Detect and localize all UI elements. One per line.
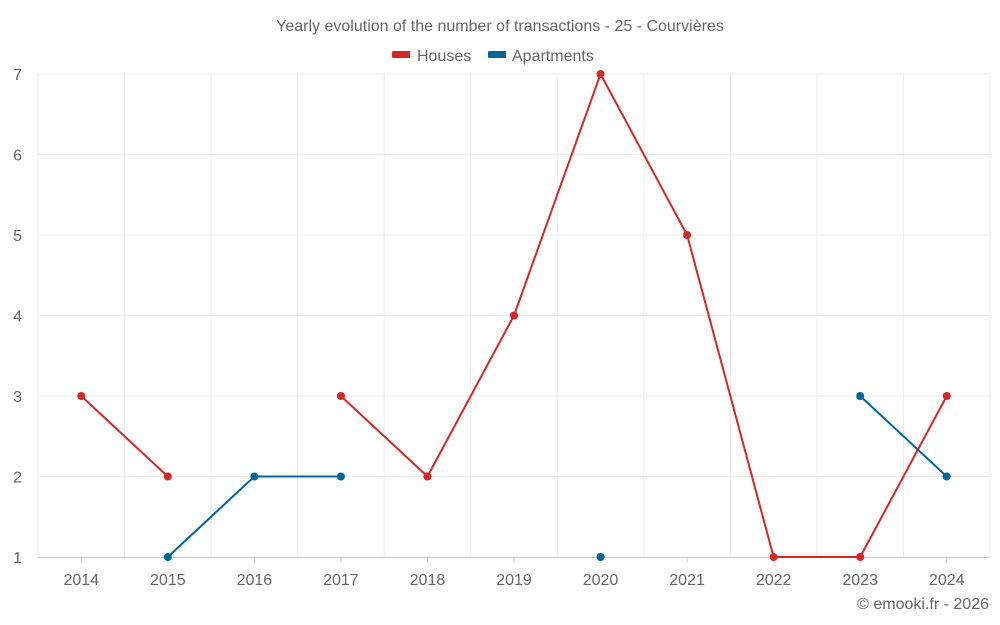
y-tick-label-4: 4 bbox=[13, 309, 22, 326]
data-point-houses-2023[interactable] bbox=[856, 553, 865, 561]
data-point-houses-2024[interactable] bbox=[942, 392, 951, 400]
x-tick-label-2020: 2020 bbox=[583, 572, 619, 589]
y-axis: 1 2 3 4 5 6 7 bbox=[13, 67, 22, 567]
series bbox=[77, 70, 951, 561]
x-tick-label-2021: 2021 bbox=[669, 572, 705, 589]
y-tick-label-7: 7 bbox=[13, 67, 22, 84]
data-point-apartments-2015[interactable] bbox=[163, 553, 172, 561]
series-apartments bbox=[163, 392, 951, 561]
series-line-apartments bbox=[166, 475, 342, 558]
data-point-houses-2015[interactable] bbox=[163, 472, 172, 481]
y-tick-label-3: 3 bbox=[13, 389, 22, 406]
data-point-houses-2019[interactable] bbox=[510, 311, 518, 320]
data-point-apartments-2016[interactable] bbox=[250, 472, 259, 481]
series-line-houses bbox=[339, 73, 948, 558]
y-tick-label-6: 6 bbox=[13, 148, 22, 165]
x-axis: 2014 2015 2016 2017 2018 2019 2020 2021 2022 2023… bbox=[38, 557, 990, 589]
series-line-houses bbox=[80, 395, 169, 478]
x-tick-label-2023: 2023 bbox=[842, 572, 878, 589]
grid bbox=[37, 73, 991, 558]
chart-title: Yearly evolution of the number of transa… bbox=[276, 18, 724, 35]
data-point-apartments-2020[interactable] bbox=[596, 553, 605, 561]
legend: Houses Apartments bbox=[392, 48, 594, 65]
x-tick-label-2018: 2018 bbox=[410, 572, 446, 589]
data-point-houses-2021[interactable] bbox=[683, 231, 692, 239]
series-line-apartments bbox=[859, 395, 948, 478]
data-point-houses-2017[interactable] bbox=[336, 392, 345, 400]
credit-text: © emooki.fr - 2026 bbox=[857, 596, 989, 613]
data-point-houses-2018[interactable] bbox=[423, 472, 432, 481]
data-point-houses-2022[interactable] bbox=[769, 553, 778, 561]
data-point-houses-2020[interactable] bbox=[596, 70, 605, 78]
x-tick-label-2016: 2016 bbox=[237, 572, 273, 589]
y-tick-label-2: 2 bbox=[13, 470, 22, 487]
x-tick-label-2014: 2014 bbox=[63, 572, 99, 589]
legend-label-apartments[interactable]: Apartments bbox=[512, 48, 594, 65]
x-tick-label-2024: 2024 bbox=[929, 572, 965, 589]
x-tick-label-2019: 2019 bbox=[496, 572, 532, 589]
y-tick-label-5: 5 bbox=[13, 228, 22, 245]
data-point-apartments-2024[interactable] bbox=[942, 472, 951, 481]
x-tick-label-2015: 2015 bbox=[150, 572, 186, 589]
data-point-apartments-2017[interactable] bbox=[336, 472, 345, 481]
legend-swatch-houses bbox=[392, 51, 410, 58]
data-point-houses-2014[interactable] bbox=[77, 392, 86, 400]
series-houses bbox=[77, 70, 951, 561]
legend-swatch-apartments bbox=[488, 51, 506, 58]
legend-label-houses[interactable]: Houses bbox=[417, 48, 471, 65]
data-point-apartments-2023[interactable] bbox=[856, 392, 865, 400]
x-tick-label-2022: 2022 bbox=[756, 572, 792, 589]
x-tick-label-2017: 2017 bbox=[323, 572, 359, 589]
y-tick-label-1: 1 bbox=[13, 550, 22, 567]
